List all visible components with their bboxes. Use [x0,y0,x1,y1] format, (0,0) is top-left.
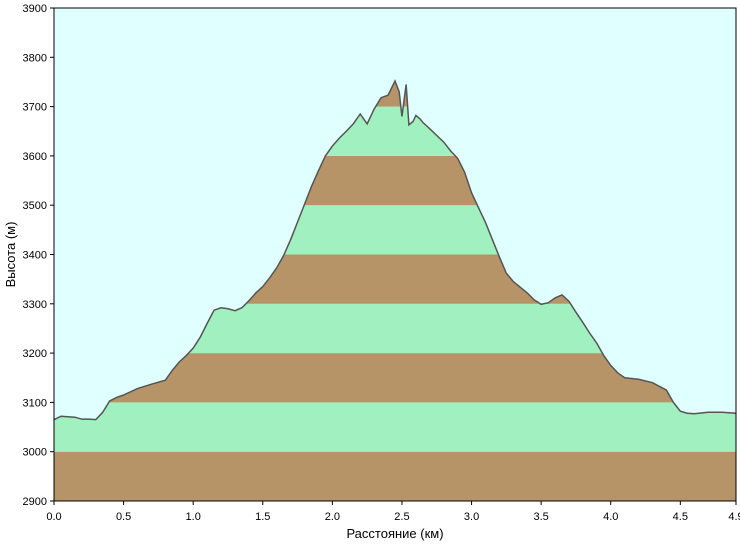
y-tick-label: 3400 [23,250,47,262]
x-tick-label: 3.5 [533,511,548,523]
elevation-profile-line [53,79,737,421]
x-tick-label: 1.5 [255,511,270,523]
x-tick-label: 3.0 [464,511,479,523]
x-tick-label: 4.0 [603,511,618,523]
x-tick-label: 2.0 [325,511,340,523]
y-tick-label: 3300 [23,299,47,311]
y-tick-label: 3500 [23,200,47,212]
x-tick-label: 0.5 [116,511,131,523]
y-axis-title: Высота (м) [3,222,18,288]
y-tick-label: 3600 [23,151,47,163]
y-tick-label: 2900 [23,496,47,508]
x-tick-label: 4.9 [728,511,740,523]
x-tick-label: 1.0 [186,511,201,523]
x-axis-title: Расстояние (км) [346,526,443,541]
elevation-band [54,402,736,452]
x-tick-label: 4.5 [673,511,688,523]
y-tick-label: 3700 [23,102,47,114]
x-axis: 0.0 0.5 1.0 1.5 2.0 2.5 3.0 3.5 4.0 4.5 4.9 [46,501,740,523]
y-tick-label: 3800 [23,52,47,64]
elevation-band [54,451,736,501]
y-tick-label: 3000 [23,447,47,459]
x-tick-label: 0.0 [46,511,61,523]
y-tick-label: 3200 [23,348,47,360]
y-tick-label: 3100 [23,397,47,409]
x-tick-label: 2.5 [394,511,409,523]
y-tick-label: 3900 [23,3,47,15]
y-axis: 2900 3000 3100 3200 3300 3400 3500 3600 3700 3800… [23,3,54,508]
